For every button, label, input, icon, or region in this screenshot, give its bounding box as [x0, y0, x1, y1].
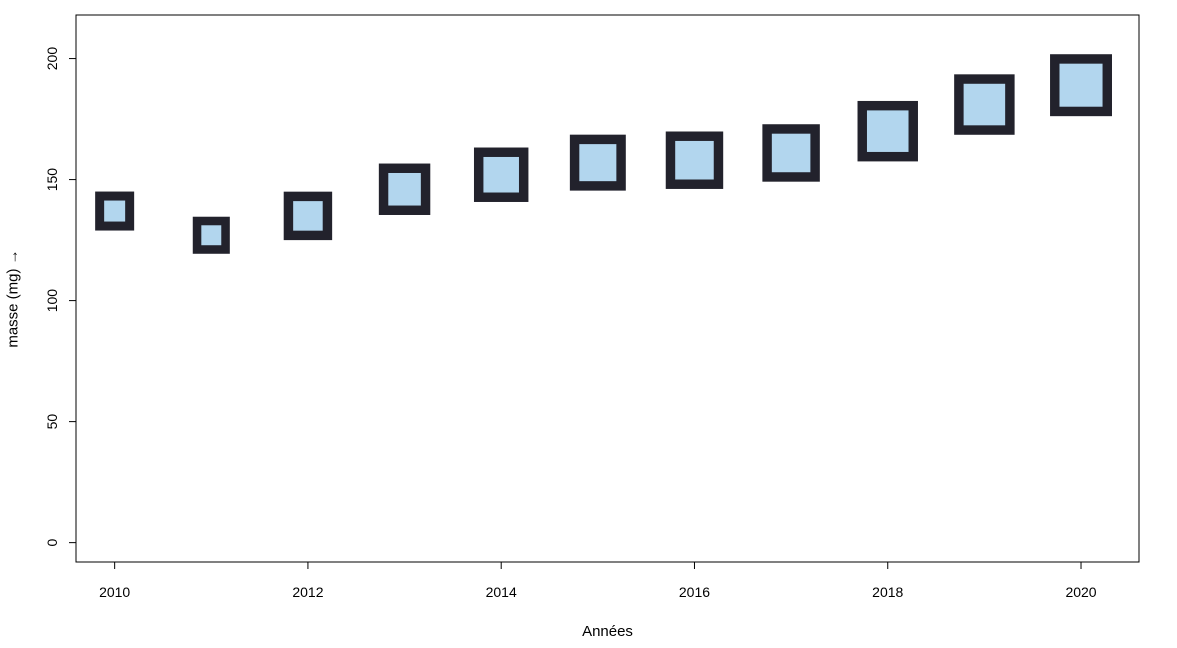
data-point-2014 [473, 147, 529, 202]
data-point-2012 [283, 191, 333, 241]
y-tick-label-150: 150 [44, 168, 60, 192]
x-tick-label-2016: 2016 [679, 584, 710, 600]
y-tick-label-0: 0 [44, 539, 60, 547]
markers [95, 54, 1112, 254]
data-point-2019 [954, 74, 1015, 135]
x-tick-label-2012: 2012 [292, 584, 323, 600]
y-axis: 0 50 100 150 200 [44, 47, 77, 547]
data-point-2018 [857, 100, 918, 162]
data-point-2020 [1050, 54, 1112, 117]
data-point-2016 [665, 131, 724, 189]
x-axis-title: Années [582, 623, 633, 640]
x-tick-label-2010: 2010 [99, 584, 130, 600]
x-tick-label-2014: 2014 [486, 584, 517, 600]
x-axis: 2010 2012 2014 2016 2018 2020 [99, 561, 1097, 600]
y-tick-label-100: 100 [44, 289, 60, 313]
data-point-2015 [569, 134, 626, 191]
data-point-2011 [192, 216, 230, 254]
x-tick-label-2020: 2020 [1065, 584, 1096, 600]
y-axis-title: masse (mg) → [5, 249, 22, 347]
x-tick-label-2018: 2018 [872, 584, 903, 600]
data-point-2010 [95, 191, 135, 231]
data-point-2013 [378, 163, 431, 215]
y-tick-label-200: 200 [44, 47, 60, 71]
y-tick-label-50: 50 [44, 414, 60, 430]
data-point-2017 [762, 124, 820, 182]
